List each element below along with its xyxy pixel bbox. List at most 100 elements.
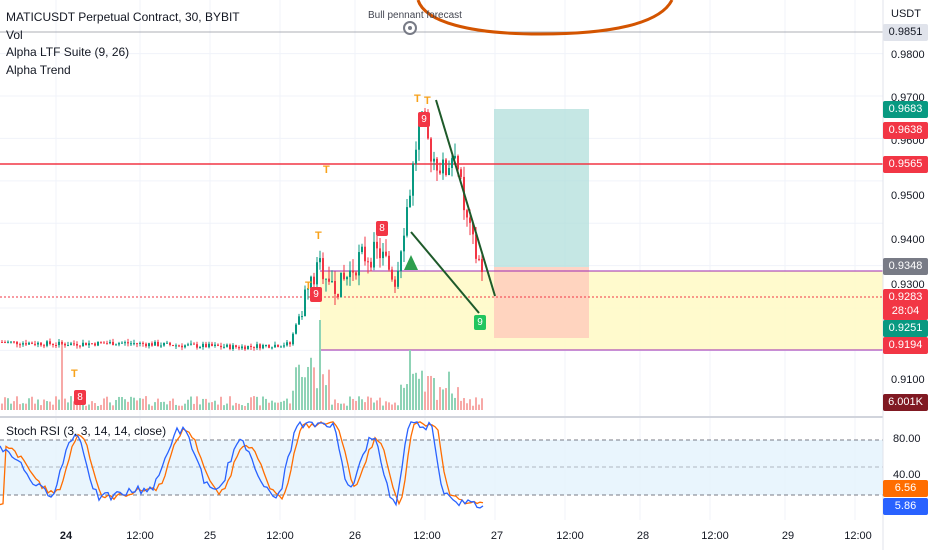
candle-body (94, 343, 96, 346)
volume-bar (55, 396, 57, 410)
candle-body (286, 342, 288, 346)
td-count-marker[interactable]: 9 (310, 287, 322, 302)
candle-body (235, 345, 237, 348)
td-count-marker[interactable]: 8 (376, 221, 388, 236)
td-count-marker[interactable]: 9 (474, 315, 486, 330)
volume-bar (160, 402, 162, 410)
buy-signal-triangle (404, 255, 418, 270)
volume-bar (289, 403, 291, 410)
candle-body (352, 270, 354, 273)
volume-bar (1, 403, 3, 410)
long-stop-zone[interactable] (494, 267, 589, 338)
candle-body (208, 343, 210, 348)
candle-body (220, 345, 222, 348)
trend-marker: T (424, 95, 431, 107)
volume-bar (292, 390, 294, 410)
candle-body (373, 241, 375, 268)
time-tick-label: 12:00 (701, 530, 729, 542)
candle-body (79, 345, 81, 347)
candle-body (313, 276, 315, 285)
volume-bar (91, 401, 93, 410)
volume-bar (112, 405, 114, 410)
volume-bar (385, 401, 387, 410)
time-tick-label: 12:00 (556, 530, 584, 542)
candle-body (346, 277, 348, 280)
candle-body (37, 342, 39, 345)
candle-body (181, 345, 183, 348)
forecast-circle (416, 0, 674, 36)
price-tick-label: 0.9100 (891, 374, 925, 386)
candle-body (256, 344, 258, 348)
candle-body (40, 342, 42, 346)
price-tick-label: 0.9800 (891, 49, 925, 61)
candle-body (145, 343, 147, 347)
volume-bar (475, 397, 477, 410)
volume-bar (328, 369, 330, 410)
volume-bar (178, 405, 180, 410)
volume-bar (7, 398, 9, 410)
candle-body (478, 258, 480, 260)
candle-body (19, 344, 21, 346)
candle-body (307, 288, 309, 290)
candle-body (319, 258, 321, 263)
legend-alpha-trend[interactable]: Alpha Trend (6, 63, 71, 77)
volume-bar (136, 400, 138, 410)
legend-stoch-rsi[interactable]: Stoch RSI (3, 3, 14, 14, close) (6, 424, 167, 438)
td-count-marker[interactable]: 9 (418, 112, 430, 127)
volume-bar (460, 400, 462, 410)
legend-alpha-ltf[interactable]: Alpha LTF Suite (9, 26) (6, 45, 130, 59)
volume-bar (235, 402, 237, 410)
candle-body (217, 344, 219, 346)
candle-body (118, 343, 120, 345)
pennant-lower-line[interactable] (410, 231, 480, 314)
candle-body (88, 343, 90, 346)
volume-bar (67, 402, 69, 410)
volume-bar (43, 399, 45, 410)
volume-bar (325, 385, 327, 410)
td-count-marker[interactable]: 8 (74, 390, 86, 405)
candle-body (196, 344, 198, 348)
currency-label: USDT (891, 8, 921, 20)
volume-bar (52, 404, 54, 410)
volume-bar (259, 405, 261, 410)
volume-bar (184, 403, 186, 410)
volume-bar (181, 405, 183, 410)
volume-bar (241, 405, 243, 410)
volume-bar (433, 378, 435, 410)
forecast-pin-dot (408, 26, 412, 30)
candle-body (25, 343, 27, 345)
candle-body (379, 248, 381, 259)
legend-volume[interactable]: Vol (6, 28, 23, 42)
candle-body (292, 333, 294, 345)
volume-bar (85, 405, 87, 410)
candle-body (277, 344, 279, 347)
candle-body (52, 344, 54, 346)
trend-marker: T (414, 93, 421, 105)
volume-bar (124, 399, 126, 410)
candle-body (112, 341, 114, 346)
volume-bar (322, 374, 324, 410)
candle-body (361, 246, 363, 253)
candle-body (436, 158, 438, 171)
pennant-upper-line[interactable] (435, 99, 496, 297)
candle-body (46, 341, 48, 346)
candle-body (187, 344, 189, 346)
candle-body (67, 345, 69, 347)
candle-body (130, 343, 132, 345)
candle-body (178, 345, 180, 347)
volume-bar (283, 400, 285, 410)
volume-bar (379, 397, 381, 410)
candle-body (316, 262, 318, 285)
volume-bar (172, 398, 174, 410)
volume-bar (106, 396, 108, 410)
rsi-tick-label: 40.00 (893, 469, 921, 481)
candle-body (295, 324, 297, 334)
long-target-zone[interactable] (494, 109, 589, 267)
price-tag: 0.9283 (883, 289, 928, 306)
candle-body (412, 163, 414, 196)
symbol-title[interactable]: MATICUSDT Perpetual Contract, 30, BYBIT (6, 10, 240, 24)
candle-body (4, 342, 6, 344)
volume-bar (301, 376, 303, 410)
forecast-label[interactable]: Bull pennant forecast (368, 10, 462, 21)
